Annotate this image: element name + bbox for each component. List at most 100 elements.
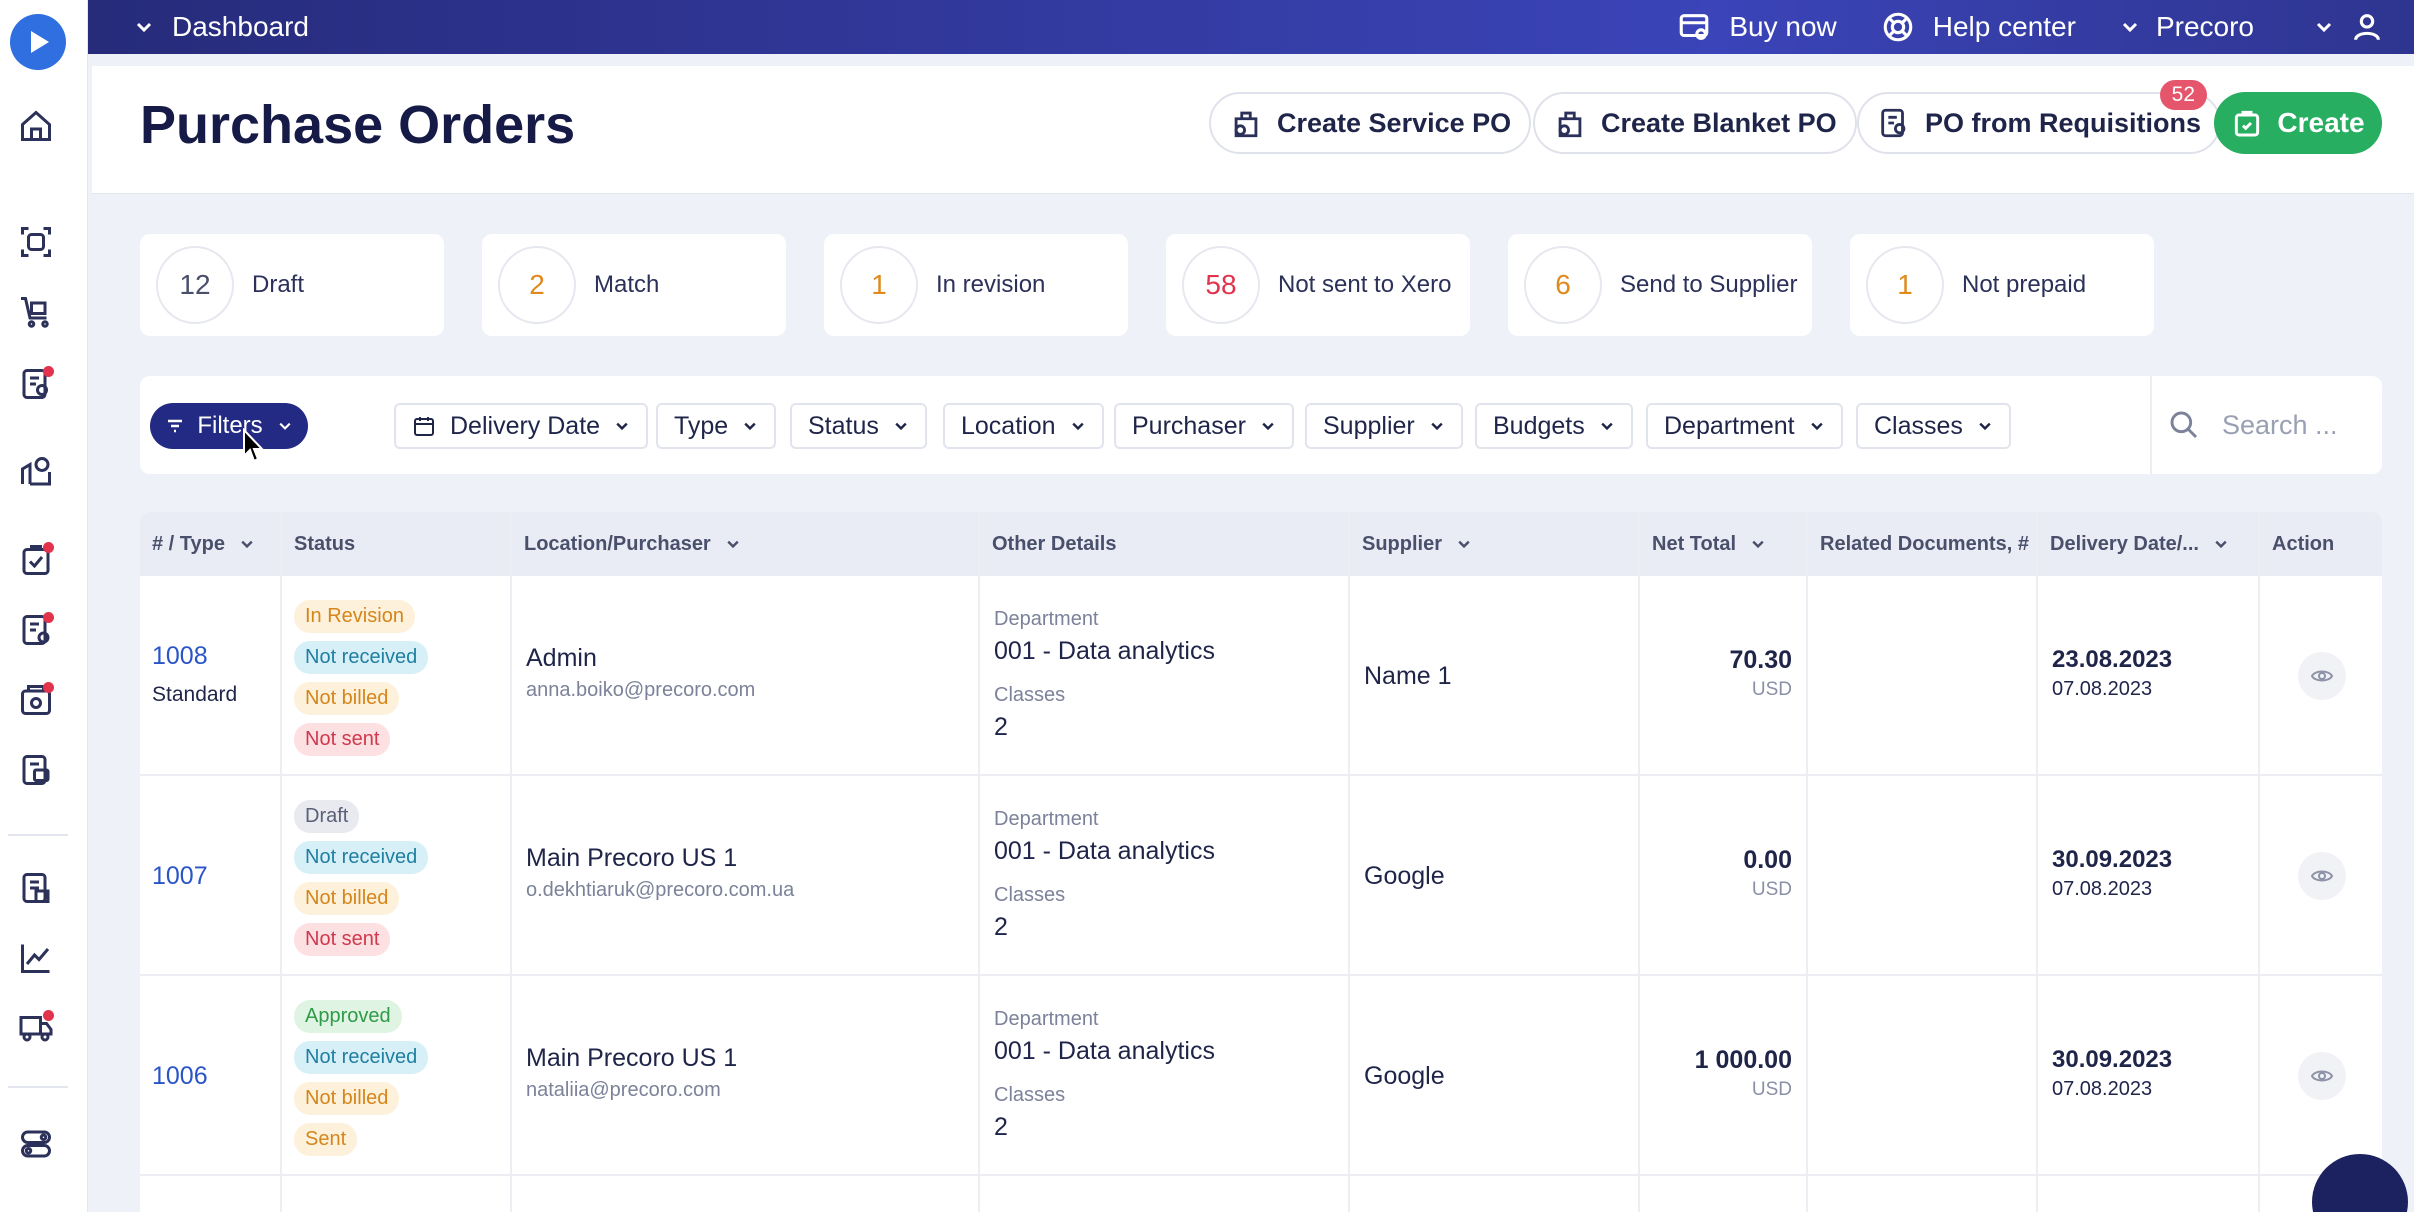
help-center-link[interactable]: Help center bbox=[1881, 10, 2076, 44]
user-menu[interactable] bbox=[2314, 10, 2384, 44]
po-number-cell: 1007 bbox=[152, 862, 208, 891]
location-name: Main Precoro US 1 bbox=[526, 1044, 738, 1072]
home-icon[interactable] bbox=[16, 106, 56, 146]
requisition-icon[interactable] bbox=[16, 364, 56, 404]
po-number-link[interactable]: 1007 bbox=[152, 862, 208, 890]
settings-toggles-icon[interactable] bbox=[16, 1124, 56, 1164]
view-button[interactable] bbox=[2298, 1052, 2346, 1100]
table-row[interactable]: 1008 Standard In Revision Not received Not b… bbox=[140, 576, 2382, 776]
classes-label: Classes bbox=[994, 1084, 1066, 1106]
filter-chip-status[interactable]: Status bbox=[790, 403, 927, 449]
create-blanket-po-button[interactable]: Create Blanket PO bbox=[1533, 92, 1857, 154]
location-purchaser-cell: Admin anna.boiko@precoro.com bbox=[526, 644, 755, 702]
column-divider bbox=[1638, 512, 1640, 1212]
payment-icon[interactable] bbox=[16, 680, 56, 720]
lifebuoy-icon bbox=[1883, 12, 1913, 42]
bag-check-icon bbox=[2235, 110, 2260, 137]
delivery-icon[interactable] bbox=[16, 1008, 56, 1048]
column-header-4: Other Details bbox=[980, 512, 1116, 576]
chevron-down-icon bbox=[744, 422, 756, 431]
status-tags: Approved Not received Not billed Sent bbox=[294, 1000, 494, 1164]
top-bar: Dashboard Buy now Help center Precoro bbox=[88, 0, 2414, 54]
status-summary-card[interactable]: 1 In revision bbox=[824, 234, 1128, 336]
receipt-icon[interactable] bbox=[16, 540, 56, 580]
buy-now-link[interactable]: Buy now bbox=[1677, 10, 1837, 44]
notification-dot bbox=[43, 612, 54, 623]
column-header-1[interactable]: # / Type bbox=[140, 512, 255, 576]
created-date: 07.08.2023 bbox=[2052, 678, 2153, 700]
filter-chip-location[interactable]: Location bbox=[943, 403, 1104, 449]
status-tag-row: Draft bbox=[294, 800, 494, 841]
department-value: 001 - Data analytics bbox=[994, 637, 1215, 665]
filter-chip-budgets[interactable]: Budgets bbox=[1475, 403, 1633, 449]
table-row[interactable]: 1006 Approved Not received Not billed Sent Ma… bbox=[140, 976, 2382, 1176]
delivery-date: 30.09.2023 bbox=[2052, 846, 2173, 873]
status-summary-card[interactable]: 58 Not sent to Xero bbox=[1166, 234, 1470, 336]
filter-chip-supplier[interactable]: Supplier bbox=[1305, 403, 1463, 449]
filter-chip-delivery-date[interactable]: Delivery Date bbox=[394, 403, 649, 449]
sidebar-divider bbox=[8, 1086, 68, 1088]
view-button[interactable] bbox=[2298, 652, 2346, 700]
table-row[interactable]: 1007 Draft Not received Not billed Not sent M… bbox=[140, 776, 2382, 976]
column-header-label: Delivery Date/... bbox=[2050, 532, 2199, 555]
status-summary-card[interactable]: 1 Not prepaid bbox=[1850, 234, 2154, 336]
filter-chip-label: Budgets bbox=[1493, 411, 1585, 440]
supplier-name: Google bbox=[1364, 862, 1445, 890]
po-number-link[interactable]: 1006 bbox=[152, 1062, 208, 1090]
status-badge: Not received bbox=[294, 841, 429, 874]
filter-chip-classes[interactable]: Classes bbox=[1856, 403, 2011, 449]
eye-icon bbox=[2310, 1070, 2334, 1082]
filters-button[interactable]: Filters bbox=[150, 403, 308, 449]
status-summary-card[interactable]: 2 Match bbox=[482, 234, 786, 336]
search-input[interactable]: Search ... bbox=[2150, 376, 2382, 474]
precoro-logo[interactable] bbox=[10, 14, 66, 70]
breadcrumb[interactable]: Dashboard bbox=[134, 11, 309, 43]
notification-dot bbox=[43, 542, 54, 553]
cart-icon[interactable] bbox=[16, 292, 56, 332]
filter-chip-label: Classes bbox=[1874, 411, 1963, 440]
column-header-5[interactable]: Supplier bbox=[1350, 512, 1472, 576]
created-date: 07.08.2023 bbox=[2052, 878, 2153, 900]
location-name: Admin bbox=[526, 644, 597, 672]
budget-icon[interactable] bbox=[16, 750, 56, 790]
eye-icon bbox=[2310, 670, 2334, 682]
column-header-6[interactable]: Net Total bbox=[1640, 512, 1766, 576]
po-number-link[interactable]: 1008 bbox=[152, 642, 208, 670]
create-service-po-button[interactable]: Create Service PO bbox=[1209, 92, 1532, 154]
other-details-cell: Department 001 - Data analytics Classes 2 bbox=[994, 608, 1215, 742]
column-header-3[interactable]: Location/Purchaser bbox=[512, 512, 741, 576]
status-summary-card[interactable]: 12 Draft bbox=[140, 234, 444, 336]
create-button[interactable]: Create bbox=[2214, 92, 2382, 154]
analytics-icon[interactable] bbox=[16, 938, 56, 978]
service-po-icon bbox=[1234, 111, 1258, 138]
chevron-down-icon bbox=[279, 422, 291, 430]
purchaser-email: nataliia@precoro.com bbox=[526, 1079, 721, 1101]
chevron-down-icon bbox=[1458, 540, 1470, 549]
filter-chip-purchaser[interactable]: Purchaser bbox=[1114, 403, 1294, 449]
chevron-down-icon bbox=[1601, 422, 1613, 431]
chevron-down-icon bbox=[895, 422, 907, 431]
view-button[interactable] bbox=[2298, 852, 2346, 900]
filter-chip-type[interactable]: Type bbox=[656, 403, 777, 449]
scan-document-icon[interactable] bbox=[16, 222, 56, 262]
invoice-icon[interactable] bbox=[16, 610, 56, 650]
status-badge: Not billed bbox=[294, 882, 400, 915]
filter-chip-label: Purchaser bbox=[1132, 411, 1246, 440]
column-header-label: Related Documents, # bbox=[1820, 532, 2029, 555]
status-label: Draft bbox=[252, 271, 305, 298]
po-number-cell: 1006 bbox=[152, 1062, 208, 1091]
catalog-icon[interactable] bbox=[16, 868, 56, 908]
status-count: 1 bbox=[1866, 246, 1944, 324]
po-type: Standard bbox=[152, 683, 238, 706]
chevron-down-icon bbox=[1979, 422, 1991, 431]
po-from-requisitions-button[interactable]: PO from Requisitions 52 bbox=[1857, 80, 2222, 154]
po-number-cell: 1008 Standard bbox=[152, 642, 237, 707]
column-header-8[interactable]: Delivery Date/... bbox=[2038, 512, 2229, 576]
search-icon bbox=[2170, 411, 2198, 439]
purchase-orders-icon[interactable] bbox=[16, 452, 56, 492]
status-tag-row: Not billed bbox=[294, 1082, 494, 1123]
filter-chip-department[interactable]: Department bbox=[1646, 403, 1843, 449]
company-switcher[interactable]: Precoro bbox=[2120, 11, 2254, 43]
department-label: Department bbox=[994, 1008, 1099, 1030]
status-summary-card[interactable]: 6 Send to Supplier bbox=[1508, 234, 1812, 336]
